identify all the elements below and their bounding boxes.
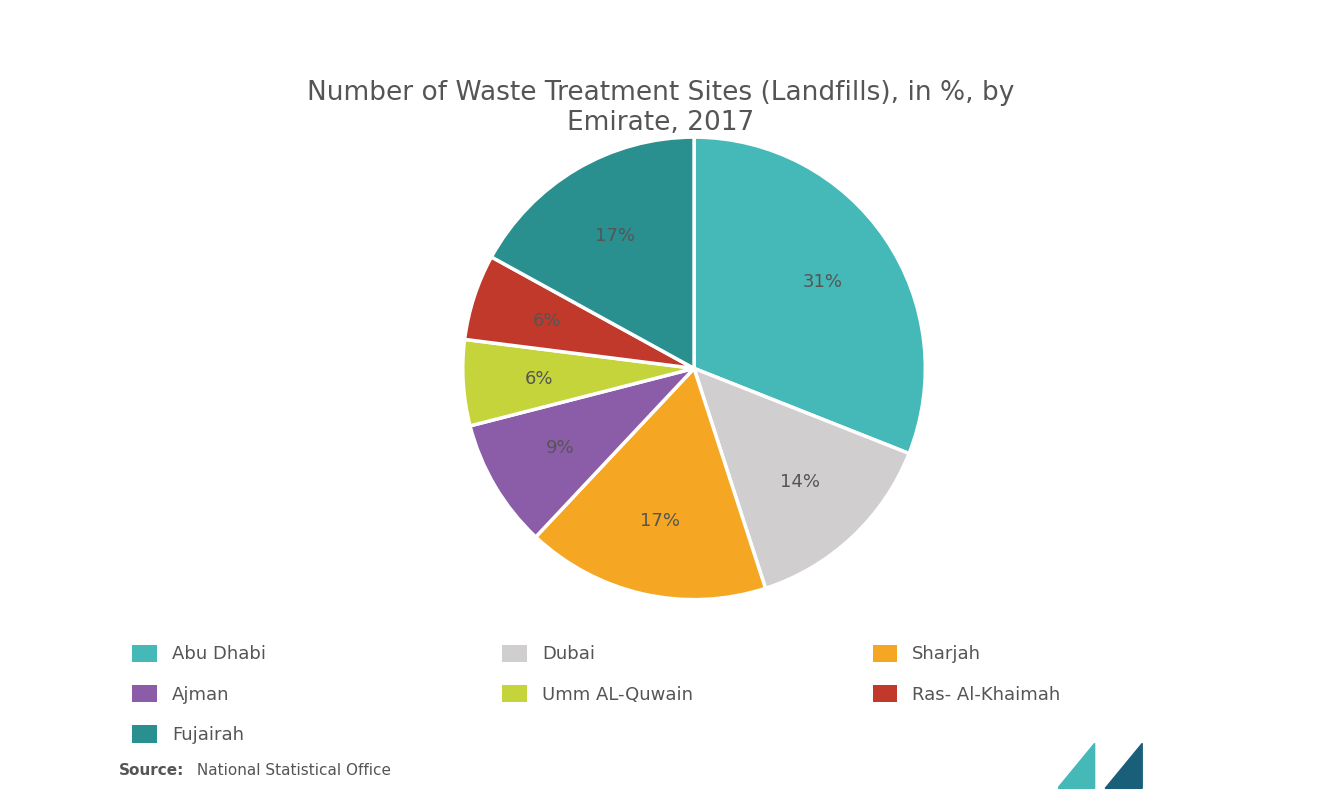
Text: Ajman: Ajman	[172, 685, 229, 703]
Text: 31%: 31%	[802, 273, 842, 291]
Text: 17%: 17%	[595, 227, 635, 245]
Wedge shape	[463, 340, 694, 427]
Wedge shape	[694, 138, 925, 454]
Text: Abu Dhabi: Abu Dhabi	[172, 645, 266, 662]
Wedge shape	[471, 369, 694, 537]
Text: National Statistical Office: National Statistical Office	[192, 762, 391, 777]
Polygon shape	[1105, 743, 1142, 788]
Wedge shape	[694, 369, 910, 589]
Text: 9%: 9%	[546, 439, 575, 456]
Text: Ras- Al-Khaimah: Ras- Al-Khaimah	[912, 685, 1060, 703]
Text: 17%: 17%	[640, 511, 681, 529]
Text: Source:: Source:	[119, 762, 184, 777]
Text: Dubai: Dubai	[542, 645, 595, 662]
Text: 6%: 6%	[533, 312, 561, 330]
Text: Sharjah: Sharjah	[912, 645, 981, 662]
Wedge shape	[535, 369, 765, 600]
Text: Number of Waste Treatment Sites (Landfills), in %, by
Emirate, 2017: Number of Waste Treatment Sites (Landfil…	[307, 80, 1015, 136]
Wedge shape	[492, 138, 694, 369]
Text: 6%: 6%	[525, 370, 554, 387]
Text: Fujairah: Fujairah	[172, 725, 243, 743]
Text: 14%: 14%	[780, 472, 820, 491]
Wedge shape	[464, 257, 694, 369]
Polygon shape	[1058, 743, 1095, 788]
Text: Umm AL-Quwain: Umm AL-Quwain	[542, 685, 693, 703]
